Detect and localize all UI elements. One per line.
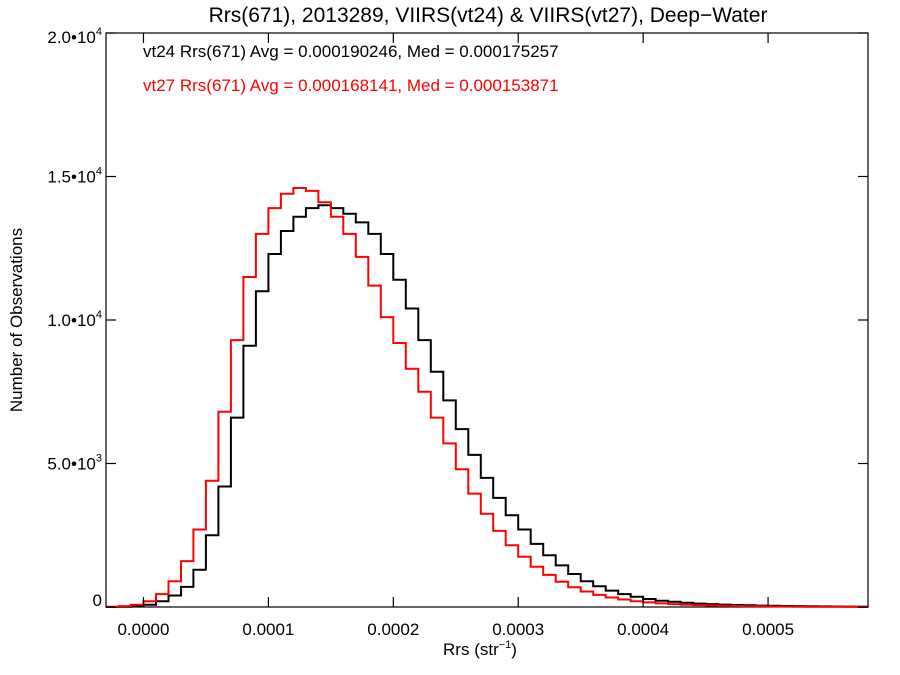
- y-tick-label: 5.0•103: [47, 453, 102, 474]
- y-tick-label: 0: [93, 591, 102, 610]
- chart-title: Rrs(671), 2013289, VIIRS(vt24) & VIIRS(v…: [209, 4, 768, 27]
- x-tick-label: 0.0001: [242, 620, 294, 639]
- series-0-histogram-line: [106, 204, 868, 608]
- plot-frame: [105, 32, 869, 608]
- y-axis-label: Number of Observations: [7, 228, 26, 412]
- x-tick-label: 0.0003: [492, 620, 544, 639]
- y-tick-label: 2.0•104: [47, 26, 102, 47]
- annotation-vt24: vt24 Rrs(671) Avg = 0.000190246, Med = 0…: [143, 42, 559, 61]
- x-tick-label: 0.0005: [742, 620, 794, 639]
- y-tick-label: 1.0•104: [47, 309, 102, 330]
- x-tick-label: 0.0002: [367, 620, 419, 639]
- x-tick-label: 0.0004: [617, 620, 669, 639]
- x-axis-label: Rrs (str−1): [443, 639, 517, 659]
- series-layer: [106, 187, 869, 608]
- plot-border: [105, 32, 869, 608]
- annotation-vt27: vt27 Rrs(671) Avg = 0.000168141, Med = 0…: [143, 76, 559, 95]
- x-tick-label: 0.0000: [117, 620, 169, 639]
- series-1-histogram-line: [106, 187, 869, 608]
- ticks-layer: 0.0000 0.0001 0.0002 0.0003 0.0004 0.0005 0 5.0…: [47, 26, 868, 639]
- y-tick-label: 1.5•104: [47, 166, 102, 187]
